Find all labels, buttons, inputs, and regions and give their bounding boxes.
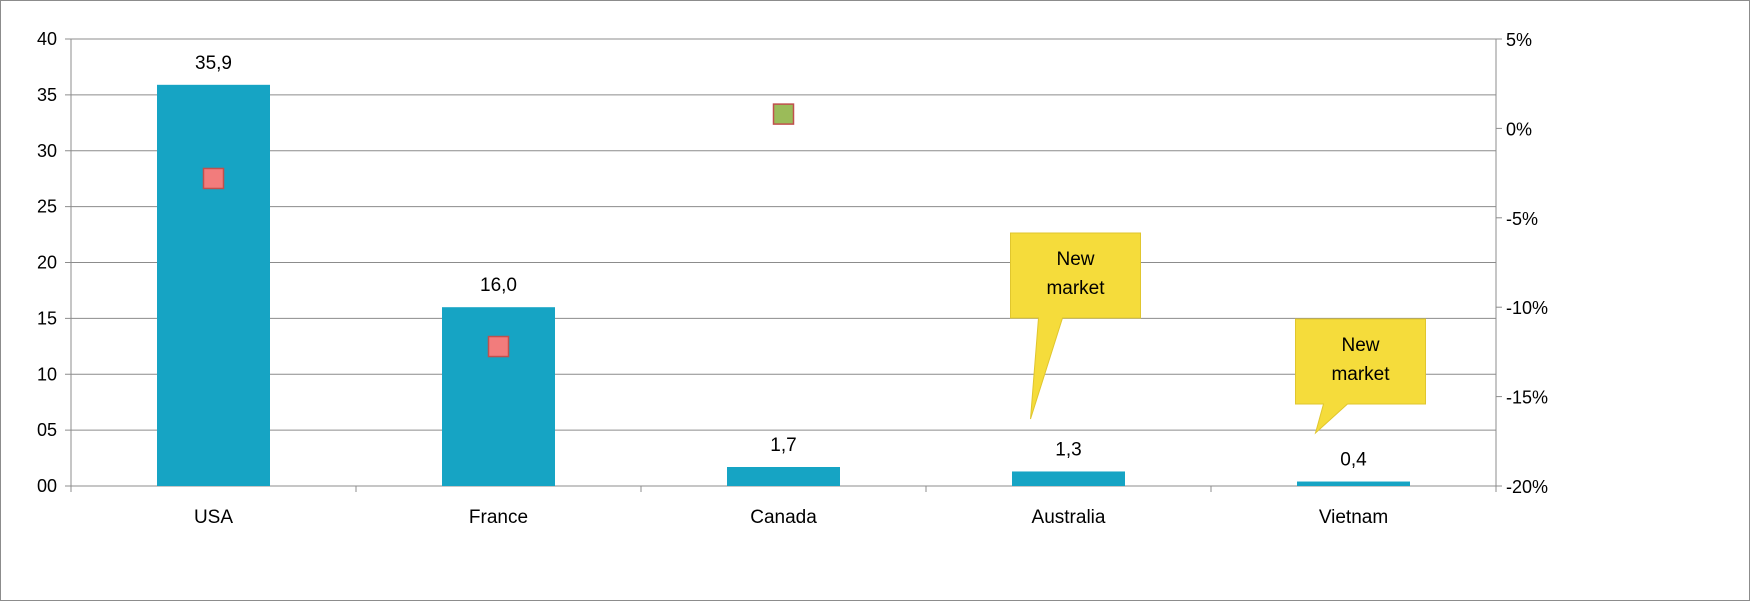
y-tick-label: 05 xyxy=(37,420,57,440)
data-label: 35,9 xyxy=(195,53,232,74)
bar xyxy=(1012,471,1125,486)
category-label: France xyxy=(469,507,528,528)
y-tick-label: 40 xyxy=(37,29,57,49)
y-tick-label: 25 xyxy=(37,197,57,217)
y2-tick-label: -5% xyxy=(1506,209,1538,229)
y-tick-label: 30 xyxy=(37,141,57,161)
bar xyxy=(1297,481,1410,486)
y2-tick-label: 0% xyxy=(1506,119,1532,139)
marker xyxy=(772,103,795,125)
y-tick-label: 00 xyxy=(37,476,57,496)
data-label: 1,7 xyxy=(770,435,796,456)
bar xyxy=(157,84,270,486)
marker xyxy=(202,167,225,190)
category-label: Canada xyxy=(750,507,817,528)
y2-tick-label: -20% xyxy=(1506,477,1548,497)
category-label: Vietnam xyxy=(1319,507,1388,528)
callout-text: market xyxy=(1331,364,1390,385)
y2-tick-label: -15% xyxy=(1506,388,1548,408)
y-tick-label: 20 xyxy=(37,253,57,273)
y2-tick-label: 5% xyxy=(1506,30,1532,50)
y-tick-label: 10 xyxy=(37,364,57,384)
y2-tick-label: -10% xyxy=(1506,298,1548,318)
bar xyxy=(727,467,840,486)
y-tick-label: 15 xyxy=(37,308,57,328)
callout-bubble xyxy=(1295,318,1426,435)
callout-text: market xyxy=(1046,278,1105,299)
data-label: 16,0 xyxy=(480,275,517,296)
callout-text: New xyxy=(1341,335,1379,356)
callout-bubble xyxy=(1010,232,1141,420)
category-label: Australia xyxy=(1032,507,1106,528)
data-label: 1,3 xyxy=(1055,439,1081,460)
bar xyxy=(442,307,555,486)
category-label: USA xyxy=(194,507,233,528)
data-label: 0,4 xyxy=(1340,450,1367,471)
callout-text: New xyxy=(1056,249,1094,270)
marker xyxy=(487,335,510,358)
y-tick-label: 35 xyxy=(37,85,57,105)
